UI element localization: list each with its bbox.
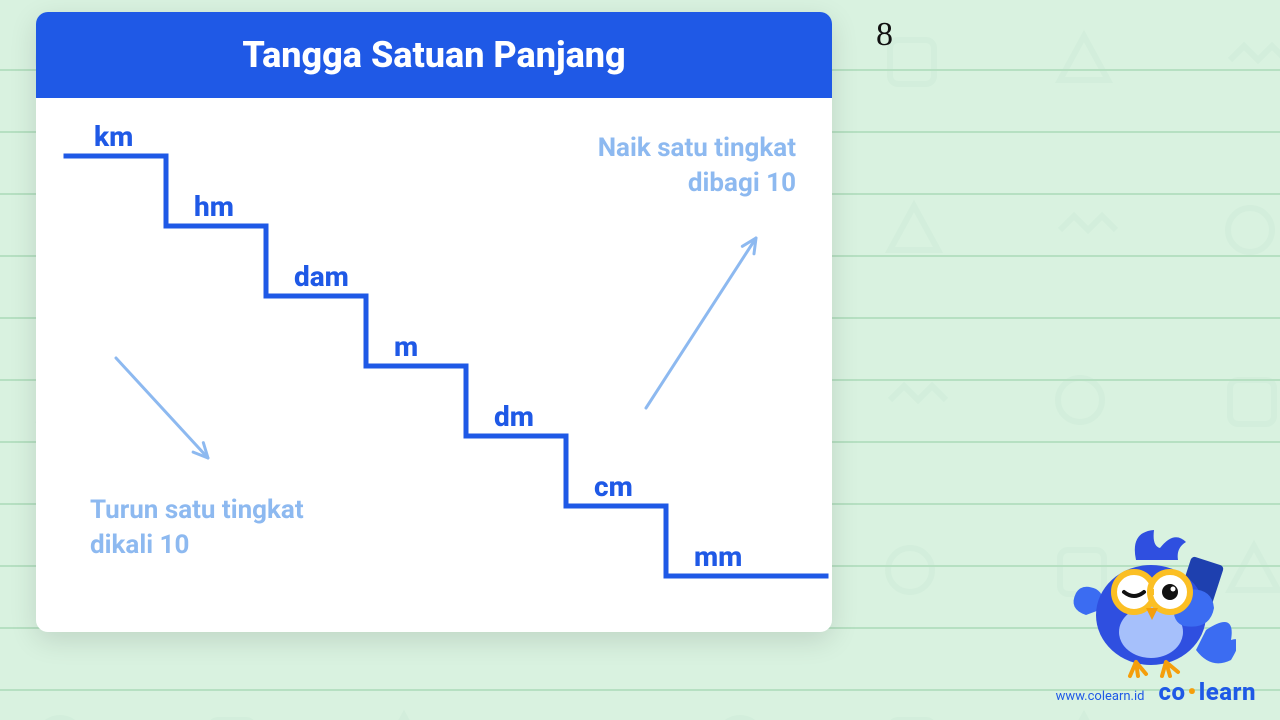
brand-url: www.colearn.id xyxy=(1056,689,1145,704)
svg-text:Naik satu tingkat: Naik satu tingkat xyxy=(598,133,796,163)
brand-logo-end: learn xyxy=(1199,678,1256,706)
svg-text:dikali 10: dikali 10 xyxy=(90,530,189,560)
svg-text:dibagi 10: dibagi 10 xyxy=(688,168,796,198)
brand-logo-dot: • xyxy=(1185,678,1198,706)
svg-text:mm: mm xyxy=(694,540,742,573)
card-title: Tangga Satuan Panjang xyxy=(242,34,625,76)
brand-logo: co•learn xyxy=(1158,678,1256,706)
handwritten-note: 8 xyxy=(876,16,893,54)
staircase-diagram: km hm dam m dm cm mm Turun satu tingkat dikali 1… xyxy=(36,98,832,632)
svg-text:Turun satu tingkat: Turun satu tingkat xyxy=(90,495,304,525)
brand-footer: www.colearn.id co•learn xyxy=(1056,678,1256,706)
card-title-bar: Tangga Satuan Panjang xyxy=(36,12,832,98)
svg-text:hm: hm xyxy=(194,190,234,223)
brand-logo-start: co xyxy=(1158,678,1185,706)
mascot-bird xyxy=(1066,520,1236,690)
lesson-card: Tangga Satuan Panjang km hm dam m dm cm mm Turu… xyxy=(36,12,832,632)
svg-text:cm: cm xyxy=(594,470,633,503)
svg-text:dam: dam xyxy=(294,260,349,293)
svg-text:m: m xyxy=(394,330,418,363)
card-body: km hm dam m dm cm mm Turun satu tingkat dikali 1… xyxy=(36,98,832,632)
svg-text:km: km xyxy=(94,120,133,153)
svg-text:dm: dm xyxy=(494,400,534,433)
